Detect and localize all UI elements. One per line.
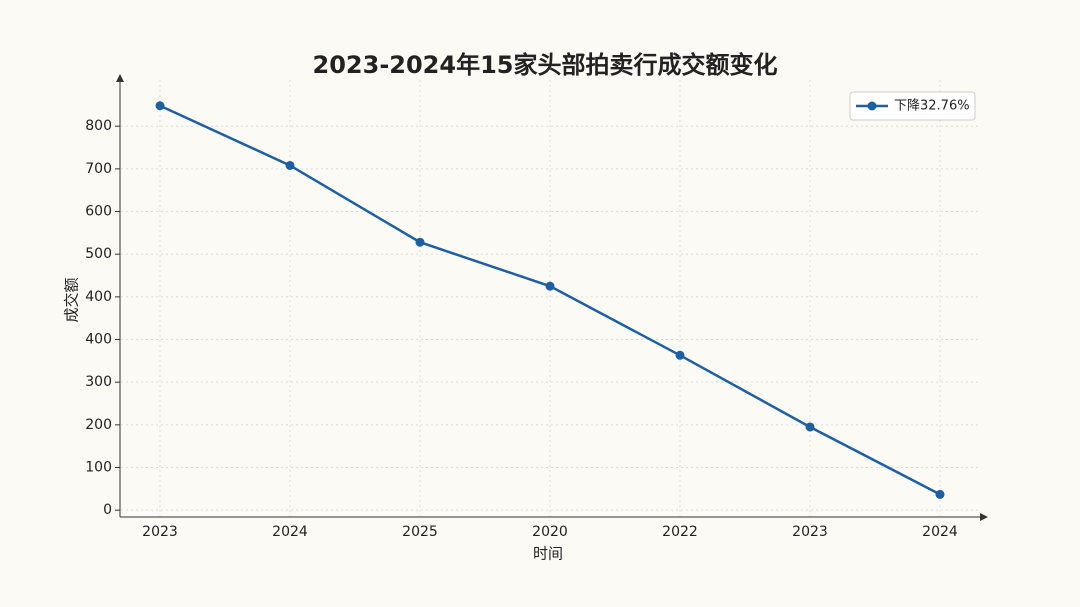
y-arrow xyxy=(116,74,124,82)
y-tick-label: 600 xyxy=(85,204,112,220)
chart-title: 2023-2024年15家头部拍卖行成交额变化 xyxy=(313,51,778,79)
point xyxy=(285,160,295,170)
y-tick-label: 400 xyxy=(85,289,112,305)
y-tick-label: 300 xyxy=(85,374,112,390)
x-tick-label: 2020 xyxy=(532,524,568,540)
legend-box xyxy=(849,91,976,121)
x-tick-label: 2024 xyxy=(272,524,308,540)
x-tick-label: 2023 xyxy=(792,524,828,540)
x-axis-label: 时间 xyxy=(533,545,563,563)
y-tick-label: 100 xyxy=(85,460,112,476)
y-tick-label: 0 xyxy=(103,502,112,518)
y-axis-label: 成交额 xyxy=(63,277,81,322)
y-tick-label: 700 xyxy=(85,161,112,177)
point xyxy=(155,101,165,111)
point xyxy=(415,237,425,247)
y-tick-label: 200 xyxy=(85,417,112,433)
y-tick-label: 800 xyxy=(85,118,112,134)
x-tick-label: 2023 xyxy=(142,524,178,540)
x-arrow xyxy=(980,513,988,521)
y-tick-label: 400 xyxy=(85,332,112,348)
legend-label: 下降32.76% xyxy=(894,99,970,114)
point xyxy=(805,422,815,432)
point xyxy=(935,489,945,499)
x-tick-label: 2025 xyxy=(402,524,438,540)
y-tick-label: 500 xyxy=(85,246,112,262)
x-tick-label: 2022 xyxy=(662,524,698,540)
x-tick-label: 2024 xyxy=(922,524,958,540)
legend-marker xyxy=(867,101,877,111)
point xyxy=(675,350,685,360)
point xyxy=(545,281,555,291)
